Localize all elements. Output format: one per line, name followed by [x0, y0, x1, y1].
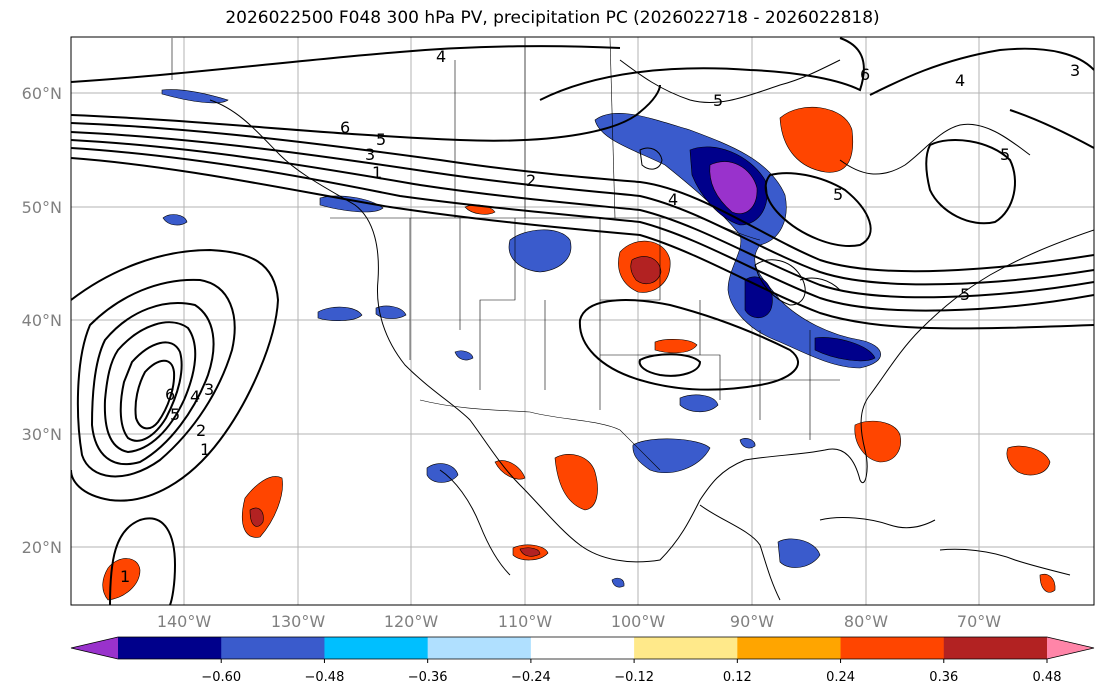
- contour-label: 1: [372, 163, 382, 182]
- latitude-labels: 60°N 50°N 40°N 30°N 20°N: [22, 84, 62, 557]
- contour-label: 4: [955, 71, 965, 90]
- colorbar-segment: [943, 637, 1048, 659]
- pos-core-pacific-s: [249, 507, 264, 527]
- colorbar-segment: [530, 637, 635, 659]
- colorbar-tick-label: 0.12: [723, 670, 752, 685]
- lon-label: 100°W: [611, 612, 666, 631]
- neg-blob-montana: [508, 229, 572, 273]
- neg-blob-canada-west: [319, 195, 384, 213]
- gridlines: [71, 37, 1094, 605]
- contour-label: 6: [340, 118, 350, 137]
- neg-blob-texas: [632, 438, 711, 474]
- longitude-labels: 140°W 130°W 120°W 110°W 100°W 90°W 80°W …: [157, 612, 1001, 631]
- colorbar-segment: [737, 637, 842, 659]
- lat-label: 40°N: [22, 311, 62, 330]
- colorbar-outline: [70, 636, 1095, 660]
- lon-label: 110°W: [498, 612, 553, 631]
- colorbar-segment: [427, 637, 532, 659]
- neg-blob-alaska: [161, 89, 229, 104]
- pos-blob-quebec: [779, 106, 853, 173]
- lat-label: 60°N: [22, 84, 62, 103]
- pv-contours: [71, 37, 1094, 605]
- neg-blob-oregon: [317, 306, 363, 321]
- contour-label: 1: [120, 567, 130, 586]
- colorbar: −0.60 −0.48 −0.36 −0.24 −0.12 0.12 0.24 0.36 0.4…: [70, 636, 1095, 685]
- contour-label: 1: [200, 440, 210, 459]
- contour-label: 5: [833, 185, 843, 204]
- colorbar-tick-label: 0.48: [1033, 670, 1062, 685]
- contour-label: 3: [1070, 61, 1080, 80]
- pos-blob-cuba: [1039, 573, 1056, 593]
- contour-label: 3: [365, 145, 375, 164]
- neg-blob-caribbean: [777, 538, 821, 568]
- lon-label: 140°W: [157, 612, 212, 631]
- lon-label: 120°W: [384, 612, 439, 631]
- pos-core-dakota: [630, 256, 662, 285]
- lat-label: 50°N: [22, 198, 62, 217]
- contour-label: 5: [713, 91, 723, 110]
- colorbar-tick-label: 0.24: [826, 670, 855, 685]
- colorbar-tick-label: −0.24: [511, 670, 551, 685]
- lon-label: 130°W: [271, 612, 326, 631]
- contour-labels: 6 5 3 1 2 4 5 5 5 4 3 6 4 5 6 5 4 3 2 1 …: [120, 47, 1080, 586]
- contour-label: 4: [436, 47, 446, 66]
- colorbar-extend-low: [71, 637, 118, 659]
- neg-blob-pacific: [162, 214, 188, 226]
- lat-label: 20°N: [22, 538, 62, 557]
- colorbar-segment: [634, 637, 738, 659]
- pos-blob-kansas: [654, 339, 698, 354]
- colorbar-segment: [840, 637, 945, 659]
- pos-blob-atlantic: [1006, 445, 1051, 476]
- map-title: 2026022500 F048 300 hPa PV, precipitatio…: [225, 8, 880, 28]
- colorbar-segment: [118, 637, 222, 659]
- neg-precip-core3: [814, 337, 876, 362]
- colorbar-segment: [324, 637, 429, 659]
- contour-label: 5: [1000, 145, 1010, 164]
- contour-label: 6: [860, 65, 870, 84]
- colorbar-tick-label: −0.36: [408, 670, 448, 685]
- neg-precip-max: [709, 161, 758, 214]
- lon-label: 70°W: [957, 612, 1001, 631]
- neg-blob-small1: [454, 350, 474, 361]
- contour-label: 5: [376, 130, 386, 149]
- lon-label: 90°W: [730, 612, 774, 631]
- contour-label: 5: [170, 405, 180, 424]
- neg-blob-small3: [611, 577, 625, 588]
- neg-blob-gulf: [679, 394, 719, 413]
- colorbar-tick-label: −0.60: [201, 670, 241, 685]
- contour-label: 2: [196, 421, 206, 440]
- lat-label: 30°N: [22, 425, 62, 444]
- coastlines: [209, 59, 1094, 601]
- pos-core-mexico-s: [519, 547, 541, 557]
- colorbar-tick-label: 0.36: [929, 670, 958, 685]
- contour-label: 6: [165, 385, 175, 404]
- contour-label: 3: [204, 380, 214, 399]
- pos-blob-florida: [854, 420, 901, 463]
- contour-label: 5: [960, 285, 970, 304]
- colorbar-extend-high: [1047, 637, 1094, 659]
- colorbar-tick-label: −0.12: [614, 670, 654, 685]
- map-area: 6 5 3 1 2 4 5 5 5 4 3 6 4 5 6 5 4 3 2 1 …: [71, 37, 1094, 605]
- contour-label: 4: [190, 387, 200, 406]
- lon-label: 80°W: [844, 612, 888, 631]
- map-frame: [70, 36, 1095, 606]
- pos-blob-mexico-w: [554, 454, 598, 511]
- neg-blob-small2: [739, 438, 756, 449]
- contour-label: 2: [526, 171, 536, 190]
- contour-label: 4: [668, 190, 678, 209]
- colorbar-tick-label: −0.48: [305, 670, 345, 685]
- precip-shading: [102, 89, 1056, 601]
- colorbar-segment: [221, 637, 325, 659]
